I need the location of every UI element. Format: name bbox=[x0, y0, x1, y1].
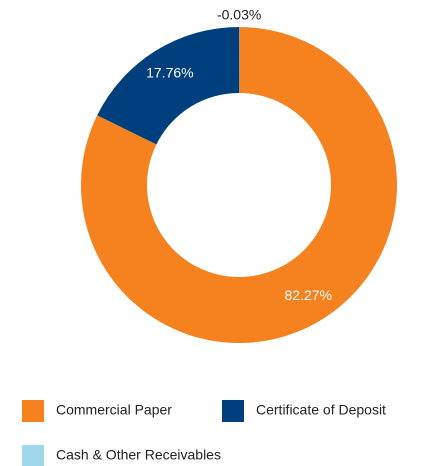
legend-label: Certificate of Deposit bbox=[256, 402, 386, 418]
slice-label: 17.76% bbox=[146, 64, 193, 80]
donut-slice bbox=[97, 26, 240, 145]
legend-label: Commercial Paper bbox=[56, 402, 172, 418]
slice-label: -0.03% bbox=[217, 7, 261, 23]
slice-label: 82.27% bbox=[285, 287, 332, 303]
legend-swatch bbox=[222, 400, 244, 422]
legend-label: Cash & Other Receivables bbox=[56, 447, 221, 463]
donut-slice bbox=[81, 27, 397, 343]
legend-swatch bbox=[22, 400, 44, 422]
legend-swatch bbox=[22, 445, 44, 466]
